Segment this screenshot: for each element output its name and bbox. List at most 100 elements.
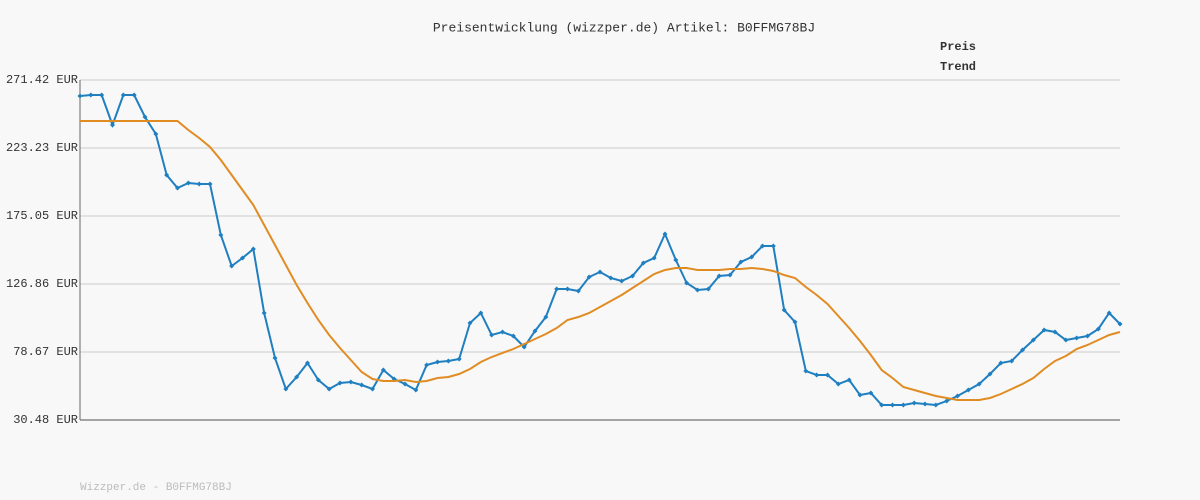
point-marker [965, 387, 971, 393]
point-marker [1106, 310, 1112, 316]
y-tick-label: 223.23 EUR [6, 141, 78, 155]
point-marker [142, 114, 148, 120]
point-marker [348, 379, 354, 385]
point-marker [467, 320, 473, 326]
y-tick-label: 126.86 EUR [6, 277, 78, 291]
point-marker [575, 288, 581, 294]
point-marker [803, 368, 809, 374]
point-marker [153, 131, 159, 137]
point-marker [510, 333, 516, 339]
point-marker [380, 367, 386, 373]
point-marker [402, 381, 408, 387]
point-marker [890, 402, 895, 408]
point-marker [294, 374, 300, 380]
point-marker [900, 402, 906, 408]
point-marker [749, 254, 755, 260]
point-marker [976, 381, 982, 387]
point-marker [955, 393, 960, 399]
point-marker [857, 392, 863, 398]
point-marker [1063, 337, 1069, 343]
point-marker [326, 386, 332, 392]
point-marker [88, 92, 94, 98]
point-marker [120, 92, 126, 98]
point-marker [684, 280, 690, 286]
point-marker [315, 377, 321, 383]
point-marker [77, 93, 83, 99]
point-marker [835, 381, 841, 387]
point-marker [272, 355, 278, 361]
point-marker [597, 269, 603, 275]
point-marker [1009, 358, 1015, 364]
point-marker [554, 286, 560, 292]
point-marker [792, 319, 798, 325]
point-marker [218, 232, 224, 238]
point-marker [305, 360, 310, 366]
point-marker [565, 286, 570, 292]
point-marker [229, 263, 235, 269]
point-marker [1020, 347, 1025, 353]
y-tick-label: 78.67 EUR [13, 345, 78, 359]
point-marker [1095, 326, 1101, 332]
point-marker [424, 362, 430, 368]
point-marker [825, 372, 830, 378]
point-marker [250, 246, 256, 252]
point-marker [922, 401, 928, 407]
point-marker [99, 92, 105, 98]
point-marker [998, 360, 1004, 366]
point-marker [131, 92, 137, 98]
point-marker [987, 371, 993, 377]
point-marker [240, 255, 245, 261]
chart-title: Preisentwicklung (wizzper.de) Artikel: B… [433, 20, 815, 35]
legend-label: Trend [940, 60, 976, 74]
point-marker [164, 172, 170, 178]
point-marker [662, 231, 668, 237]
point-marker [651, 255, 657, 261]
point-marker [261, 310, 267, 316]
point-marker [359, 382, 365, 388]
point-marker [478, 310, 484, 316]
point-marker [370, 386, 375, 392]
point-marker [175, 185, 180, 191]
y-tick-label: 175.05 EUR [6, 209, 78, 223]
point-marker [456, 356, 462, 362]
point-marker [532, 328, 538, 334]
point-marker [521, 344, 527, 350]
point-marker [413, 387, 419, 393]
point-marker [814, 372, 820, 378]
point-marker [1085, 333, 1090, 339]
point-marker [630, 273, 635, 279]
point-marker [738, 259, 744, 265]
series-line [80, 119, 1121, 402]
legend-label: Preis [940, 40, 976, 54]
point-marker [489, 332, 495, 338]
point-marker [911, 400, 917, 406]
point-marker [543, 314, 549, 320]
point-marker [185, 180, 191, 186]
point-marker [110, 122, 115, 128]
point-marker [500, 329, 505, 335]
point-marker [337, 380, 343, 386]
point-marker [608, 275, 614, 281]
point-marker [1030, 337, 1036, 343]
point-marker [727, 272, 733, 278]
point-marker [868, 390, 874, 396]
point-marker [760, 243, 765, 249]
point-marker [879, 402, 885, 408]
point-marker [695, 287, 700, 293]
point-marker [196, 181, 202, 187]
point-marker [640, 260, 646, 266]
point-marker [435, 359, 440, 365]
point-marker [944, 398, 950, 404]
point-marker [207, 181, 213, 187]
point-marker [1052, 329, 1058, 335]
point-marker [1041, 327, 1047, 333]
y-tick-label: 30.48 EUR [13, 413, 78, 427]
point-marker [716, 273, 722, 279]
y-tick-label: 271.42 EUR [6, 73, 78, 87]
point-marker [705, 286, 711, 292]
point-marker [781, 307, 787, 313]
point-marker [770, 243, 776, 249]
point-marker [586, 274, 592, 280]
